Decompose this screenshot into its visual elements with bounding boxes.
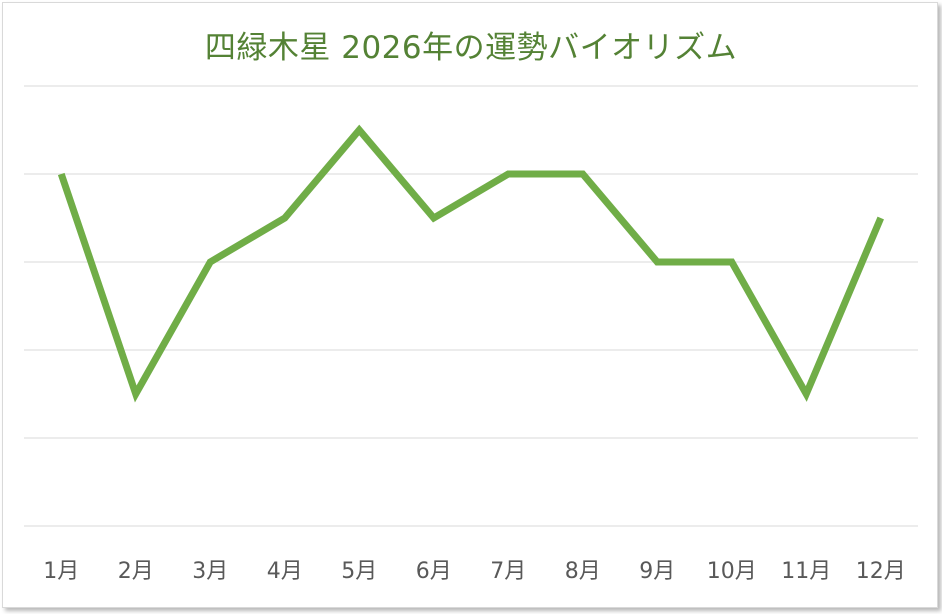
series-line-0 — [57, 124, 884, 403]
x-tick-label-1: 1月 — [43, 559, 79, 584]
x-tick-label-6: 6月 — [416, 559, 452, 584]
gridlines — [24, 85, 918, 527]
x-tick-label-7: 7月 — [490, 559, 526, 584]
x-tick-label-4: 4月 — [267, 559, 303, 584]
series-line-group — [57, 124, 884, 403]
x-tick-label-12: 12月 — [856, 559, 906, 584]
x-tick-label-11: 11月 — [781, 559, 831, 584]
x-tick-label-3: 3月 — [192, 559, 228, 584]
x-axis-tick-labels: 1月 2月 3月 4月 5月 6月 7月 8月 9月 10月 11月 12月 — [43, 559, 906, 584]
x-tick-label-8: 8月 — [565, 559, 601, 584]
chart-title: 四緑木星 2026年の運勢バイオリズム — [204, 30, 738, 66]
x-tick-label-2: 2月 — [118, 559, 154, 584]
x-tick-label-5: 5月 — [341, 559, 377, 584]
x-tick-label-10: 10月 — [707, 559, 757, 584]
x-tick-label-9: 9月 — [639, 559, 675, 584]
